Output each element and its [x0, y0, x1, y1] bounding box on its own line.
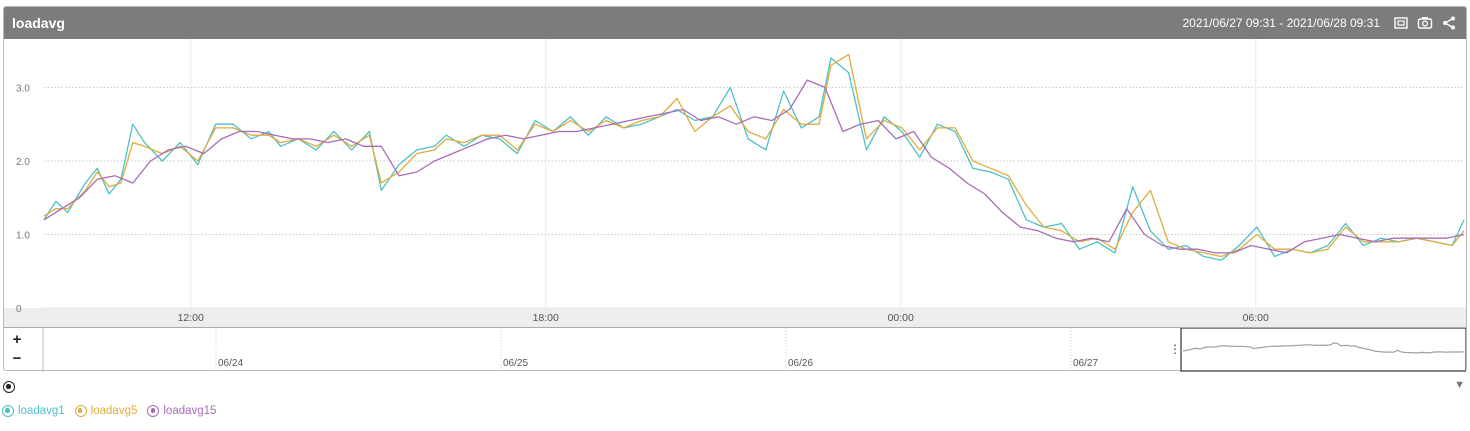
panel-titlebar: loadavg 2021/06/27 09:31 - 2021/06/28 09…: [4, 7, 1466, 39]
line-chart[interactable]: 0 1.0 2.0 3.0 12:00 18:00 00:00 06:00: [4, 39, 1466, 327]
legend-item-loadavg15[interactable]: loadavg15: [147, 405, 216, 417]
navigator-drag-handle[interactable]: ⋮: [1169, 342, 1181, 356]
series-toggle-icon: [2, 405, 14, 417]
series-line-loadavg1[interactable]: [43, 57, 1465, 261]
y-tick-label: 2.0: [16, 157, 30, 168]
navigator-date-label: 06/26: [788, 358, 813, 369]
x-tick-label: 06:00: [1243, 312, 1269, 324]
y-tick-label: 3.0: [16, 83, 30, 94]
dropdown-arrow-icon[interactable]: ▼: [1454, 379, 1465, 391]
camera-icon[interactable]: [1416, 14, 1434, 32]
series-line-loadavg15[interactable]: [43, 79, 1465, 254]
legend: loadavg1 loadavg5 loadavg15: [2, 405, 216, 417]
x-tick-label: 00:00: [888, 312, 914, 324]
series-toggle-icon: [147, 405, 160, 417]
x-axis-band: [4, 308, 1466, 327]
zoom-in-button[interactable]: +: [12, 331, 22, 348]
legend-item-loadavg1[interactable]: loadavg1: [2, 405, 65, 417]
x-tick-label: 12:00: [178, 312, 204, 324]
legend-item-loadavg5[interactable]: loadavg5: [74, 405, 138, 417]
series-line-loadavg5[interactable]: [43, 53, 1465, 258]
series-toggle-icon: [74, 405, 87, 417]
legend-area: ▼ loadavg1 loadavg5 loadavg15: [0, 372, 1470, 431]
toggle-all-series-icon[interactable]: [3, 381, 15, 393]
time-range-label[interactable]: 2021/06/27 09:31 - 2021/06/28 09:31: [1182, 16, 1380, 30]
chart-panel: loadavg 2021/06/27 09:31 - 2021/06/28 09…: [3, 6, 1467, 372]
navigator-mini-series: [1182, 342, 1465, 354]
y-tick-label: 1.0: [16, 230, 30, 241]
legend-label: loadavg5: [90, 405, 138, 417]
fullscreen-icon[interactable]: [1392, 14, 1410, 32]
legend-label: loadavg15: [163, 405, 217, 417]
navigator-date-label: 06/24: [218, 358, 243, 369]
navigator-date-label: 06/27: [1073, 358, 1098, 369]
x-tick-label: 18:00: [533, 312, 559, 324]
legend-label: loadavg1: [18, 405, 65, 417]
zoom-out-button[interactable]: −: [12, 350, 22, 367]
navigator-date-label: 06/25: [503, 358, 528, 369]
share-icon[interactable]: [1440, 14, 1458, 32]
y-tick-label: 0: [16, 304, 22, 315]
navigator-selection-window[interactable]: [1180, 328, 1466, 372]
panel-title: loadavg: [12, 15, 65, 31]
